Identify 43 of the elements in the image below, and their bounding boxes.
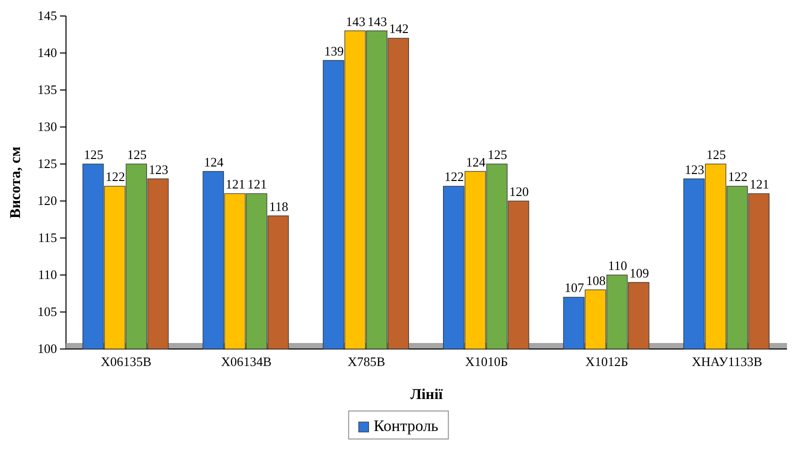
data-label: 121 xyxy=(247,176,267,192)
data-label: 125 xyxy=(706,147,726,162)
data-label: 107 xyxy=(564,280,585,296)
data-label: 143 xyxy=(346,14,366,29)
x-axis-title: Лінії xyxy=(410,387,444,403)
y-tick-label: 120 xyxy=(38,193,57,208)
legend-label: Контроль xyxy=(374,418,438,435)
data-label: 122 xyxy=(106,169,126,184)
data-label: 125 xyxy=(84,147,104,162)
data-label: 142 xyxy=(389,21,409,36)
x-tick-label: Х1010Б xyxy=(465,354,508,370)
data-label: 118 xyxy=(269,198,288,214)
data-label: 123 xyxy=(684,162,704,177)
data-label: 110 xyxy=(608,258,628,273)
y-tick-label: 115 xyxy=(38,230,57,246)
y-tick-label: 145 xyxy=(38,8,57,24)
data-label: 123 xyxy=(148,162,168,177)
data-label: 109 xyxy=(629,265,649,280)
data-label: 120 xyxy=(509,184,529,199)
data-label: 124 xyxy=(204,154,224,170)
x-tick-label: Х1012Б xyxy=(585,354,628,370)
data-label: 124 xyxy=(466,154,486,170)
y-tick-label: 130 xyxy=(38,119,57,134)
data-label: 121 xyxy=(226,176,246,192)
data-label: 139 xyxy=(324,43,344,58)
y-tick-label: 105 xyxy=(38,304,57,320)
y-tick-label: 125 xyxy=(38,156,57,172)
data-label: 122 xyxy=(444,169,464,184)
data-label: 108 xyxy=(586,272,606,288)
y-tick-label: 110 xyxy=(38,267,57,282)
data-label: 143 xyxy=(367,14,387,29)
x-tick-label: Х06135В xyxy=(100,354,152,370)
x-tick-label: Х785В xyxy=(348,354,386,370)
data-label: 125 xyxy=(488,147,508,162)
data-label: 125 xyxy=(127,147,147,162)
data-label: 121 xyxy=(750,176,770,192)
x-tick-label: ХНАУ1133В xyxy=(692,354,762,370)
y-axis-title: Висота, см xyxy=(8,146,24,219)
y-tick-label: 100 xyxy=(38,341,57,356)
y-tick-label: 135 xyxy=(38,82,57,98)
x-tick-label: Х06134В xyxy=(220,354,272,370)
data-label: 122 xyxy=(728,169,748,184)
y-tick-label: 140 xyxy=(38,45,57,60)
